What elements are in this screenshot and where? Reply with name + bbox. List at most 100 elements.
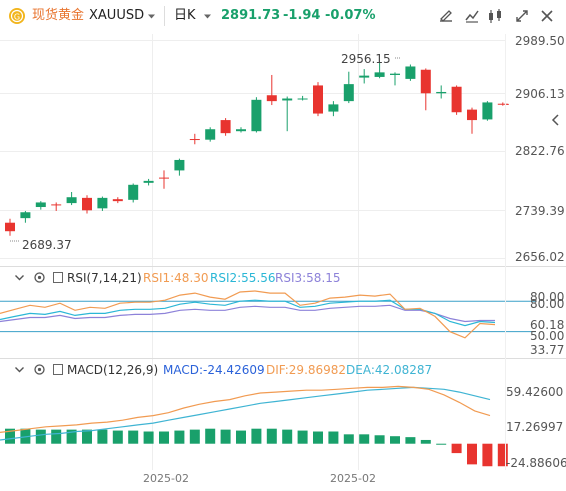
macd-histogram-bar <box>297 430 308 444</box>
macd-histogram-bar <box>313 431 323 444</box>
candle-body <box>66 197 77 204</box>
rsi-title: RSI(7,14,21) <box>67 271 142 285</box>
header-divider <box>164 6 165 26</box>
rsi3-line <box>0 304 495 323</box>
timeframe-chevron-icon[interactable] <box>203 10 212 26</box>
macd-histogram-bar <box>112 430 123 444</box>
last-price: 2891.73 <box>221 8 281 23</box>
candle-body <box>20 212 31 219</box>
macd-histogram-bar <box>220 429 231 444</box>
candle-body <box>189 139 200 141</box>
chart-header: G 现货黄金 XAUUSD 日K 2891.73 -1.94 -0.07% <box>0 0 566 32</box>
timeframe-selector[interactable]: 日K <box>174 8 196 23</box>
macd-histogram-bar <box>390 436 400 444</box>
rsi-tick-label: 60.18 <box>530 318 565 332</box>
instrument-name[interactable]: 现货黄金 <box>32 8 85 23</box>
rsi2-line <box>0 299 496 327</box>
candle-body <box>374 72 385 77</box>
macd-histogram-bar <box>251 428 262 444</box>
collapse-chevron-icon[interactable] <box>13 363 26 376</box>
high-price-annotation: 2956.15 <box>341 52 391 66</box>
checkbox-icon[interactable] <box>53 364 63 375</box>
collapse-chevron-icon[interactable] <box>13 271 26 284</box>
macd-value: MACD:-24.42609 <box>163 363 265 377</box>
low-price-annotation: 2689.37 <box>22 238 72 252</box>
candle-body <box>436 91 447 94</box>
candle-body <box>497 103 508 105</box>
price-change: -1.94 <box>283 8 321 23</box>
date-tick-label: 2025-02 <box>143 472 189 485</box>
macd-histogram-bar <box>205 428 216 444</box>
drawing-tool-icon[interactable] <box>437 7 455 25</box>
macd-histogram-bar <box>405 437 416 444</box>
candle-body <box>482 102 493 120</box>
checkbox-icon[interactable] <box>53 272 63 283</box>
macd-histogram-bar <box>420 439 431 444</box>
macd-histogram-bar <box>128 430 139 444</box>
macd-histogram-bar <box>97 429 108 444</box>
dif-value: DIF:29.86982 <box>266 363 347 377</box>
macd-histogram-bar <box>374 435 385 444</box>
rsi-tick-label: 33.77 <box>530 343 565 357</box>
price-tick-label: 2906.13 <box>515 87 565 101</box>
candle-body <box>359 75 370 78</box>
rsi-tick-label: 80.00 <box>530 297 565 311</box>
candle-body <box>236 129 246 132</box>
candle-body <box>51 204 62 206</box>
rsi1-value: RSI1:48.30 <box>143 271 209 285</box>
rsi-tick-label: 80.00 <box>530 290 565 304</box>
candle-body <box>82 197 92 211</box>
macd-histogram-bar <box>451 443 462 454</box>
candle-body <box>343 84 354 102</box>
macd-histogram-bar <box>143 431 154 444</box>
candle-body <box>5 222 15 232</box>
macd-histogram-bar <box>497 443 508 467</box>
macd-histogram-bar <box>266 428 277 444</box>
candlestick-series <box>5 57 509 242</box>
rsi-panel-header: RSI(7,14,21) RSI1:48.30 RSI2:55.56 RSI3:… <box>0 268 566 288</box>
date-tick-label: 2025-02 <box>330 472 376 485</box>
price-tick-label: 2656.02 <box>515 250 565 264</box>
panel-dividers <box>0 34 566 470</box>
candle-body <box>97 197 108 209</box>
settings-gear-icon[interactable] <box>33 271 46 284</box>
dropdown-chevron-icon[interactable] <box>147 10 156 26</box>
macd-tick-label: 17.26997 <box>506 420 564 434</box>
macd-histogram-bar <box>282 429 293 444</box>
macd-title: MACD(12,26,9) <box>67 363 159 377</box>
compare-icon[interactable] <box>486 7 504 25</box>
macd-panel-header: MACD(12,26,9) MACD:-24.42609 DIF:29.8698… <box>0 360 566 380</box>
rsi3-value: RSI3:58.15 <box>275 271 341 285</box>
candle-body <box>174 159 185 171</box>
candle-body <box>159 177 169 179</box>
candle-body <box>143 180 154 183</box>
candle-body <box>328 104 339 112</box>
candle-body <box>112 199 123 202</box>
candle-body <box>420 69 431 94</box>
price-tick-label: 2739.39 <box>515 204 565 218</box>
macd-histogram-bar <box>82 429 92 444</box>
svg-text:G: G <box>14 13 20 22</box>
rsi1-line <box>0 290 496 339</box>
macd-histogram-bar <box>467 443 477 465</box>
macd-tick-label: 59.42600 <box>506 385 564 399</box>
close-icon[interactable] <box>538 7 556 25</box>
symbol-label[interactable]: XAUUSD <box>89 8 145 23</box>
candle-body <box>405 66 416 79</box>
candle-body <box>266 95 277 102</box>
macd-histogram-bar <box>436 443 447 445</box>
macd-histogram-bar <box>35 429 46 444</box>
macd-histogram-bar <box>328 431 339 444</box>
collapse-arrow-icon[interactable] <box>551 112 561 131</box>
indicator-icon[interactable] <box>463 7 481 25</box>
grid-lines <box>0 34 505 470</box>
candle-body <box>451 86 462 113</box>
price-tick-label: 2989.50 <box>515 34 565 48</box>
candle-body <box>297 98 308 100</box>
rsi-tick-label: 50.00 <box>530 329 565 343</box>
logo-coin-icon: G <box>8 7 26 30</box>
macd-histogram-bar <box>343 434 354 444</box>
settings-gear-icon[interactable] <box>33 363 46 376</box>
fullscreen-icon[interactable] <box>513 7 531 25</box>
